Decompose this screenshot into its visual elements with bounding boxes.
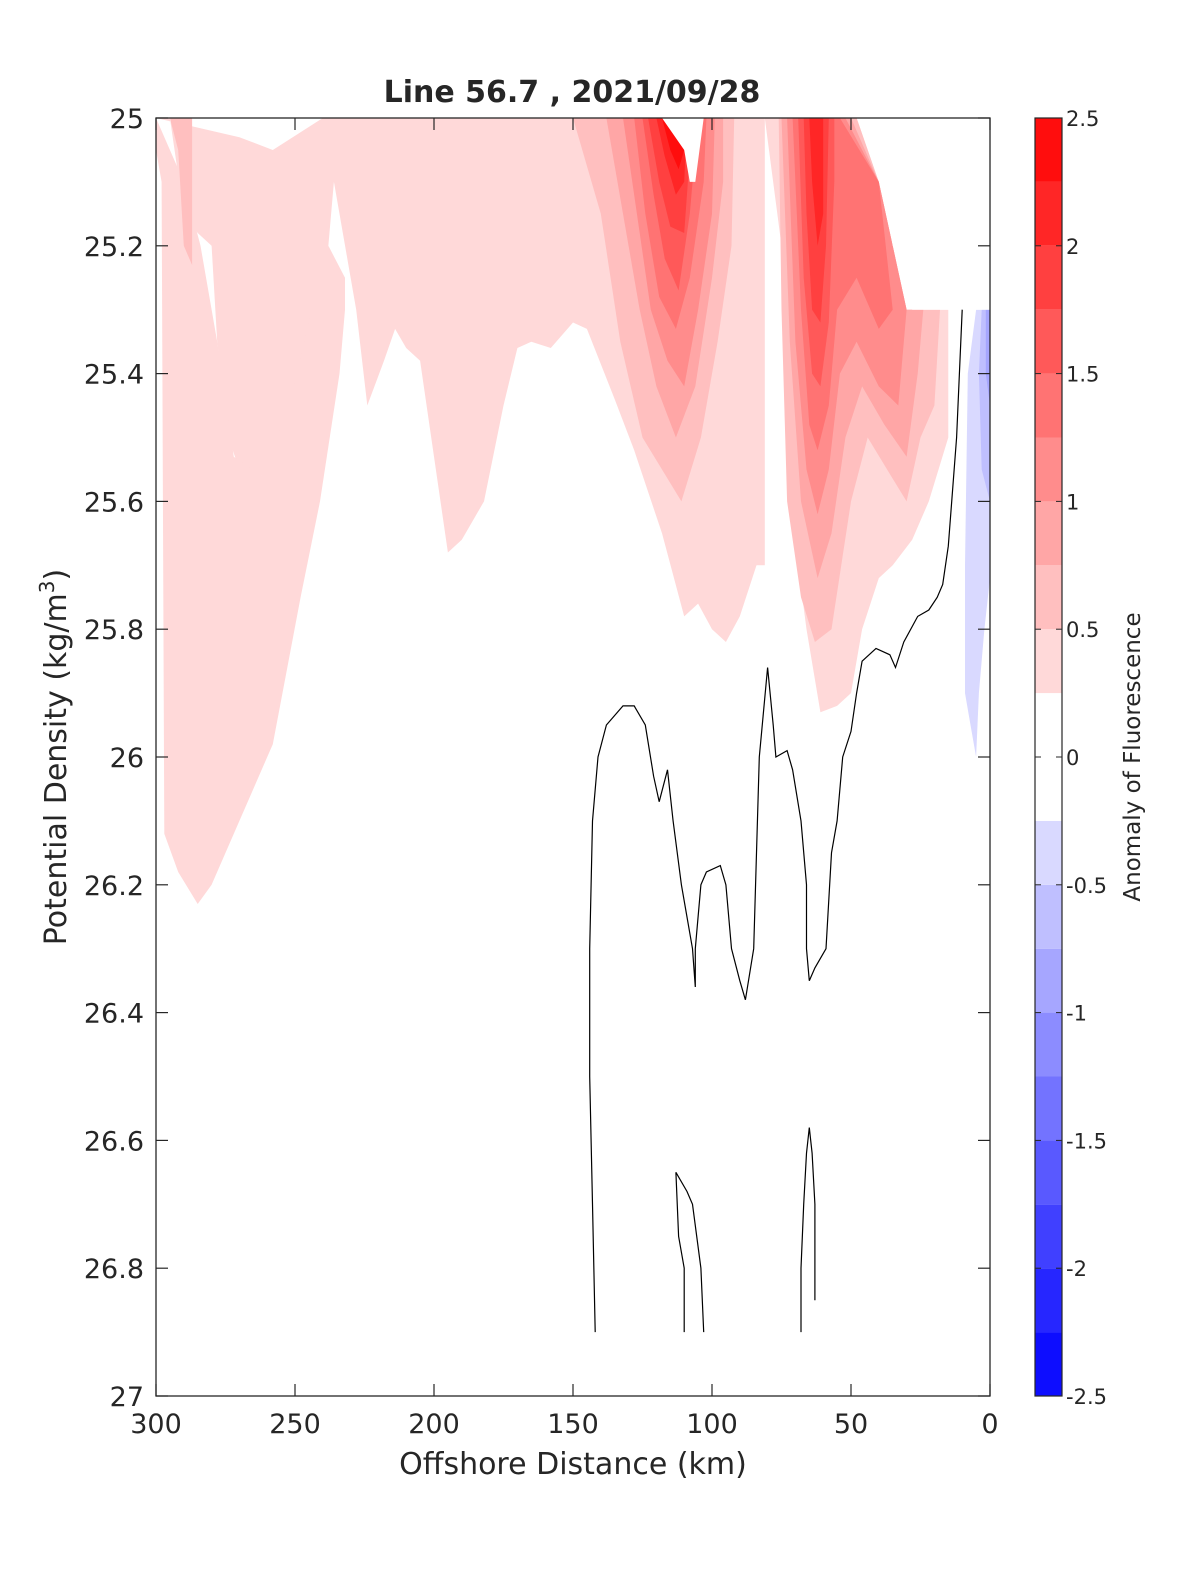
colorbar-tick-label: 0.5 — [1066, 618, 1099, 642]
contour-region-2 — [169, 118, 193, 265]
colorbar-tick-label: 2 — [1066, 235, 1079, 259]
colorbar-band — [1035, 565, 1062, 630]
y-axis-label-close: ) — [39, 569, 74, 581]
colorbar-label: Anomaly of Fluorescence — [1120, 612, 1146, 901]
x-tick-label: 200 — [408, 1409, 460, 1440]
colorbar-band — [1035, 181, 1062, 246]
y-tick-label: 26.2 — [84, 871, 144, 902]
x-tick-label: 150 — [547, 1409, 599, 1440]
colorbar-band — [1035, 309, 1062, 374]
x-axis: 300 250 200 150 100 50 0 — [130, 118, 999, 1440]
y-axis-label-main: Potential Density (kg/m — [39, 593, 74, 945]
y-tick-label: 25.6 — [84, 487, 144, 518]
colorbar-tick-label: -1 — [1066, 1002, 1087, 1026]
x-tick-label: 100 — [686, 1409, 738, 1440]
zero-contour-line-1 — [675, 1171, 705, 1333]
x-tick-label: 250 — [269, 1409, 321, 1440]
colorbar-tick-label: 1.5 — [1066, 363, 1099, 387]
y-tick-label: 25.2 — [84, 232, 144, 263]
contour-region-0 — [156, 118, 949, 713]
y-tick-label: 26.4 — [84, 999, 144, 1030]
x-tick-label: 50 — [834, 1409, 868, 1440]
zero-contour-line-0 — [589, 309, 963, 1333]
colorbar-band — [1035, 118, 1062, 182]
y-tick-label: 26.6 — [84, 1126, 144, 1157]
colorbar-tick-label: -2 — [1066, 1257, 1087, 1281]
colorbar-band — [1035, 501, 1062, 566]
contour-region-20 — [985, 309, 990, 406]
colorbar-band — [1035, 1204, 1062, 1269]
y-axis-label: Potential Density (kg/m3) — [35, 569, 74, 945]
colorbar-band — [1035, 245, 1062, 310]
colorbar: 2.5 2 1.5 1 0.5 0 -0.5 -1 -1.5 -2 -2.5 — [1034, 107, 1107, 1409]
y-tick-label: 27 — [110, 1382, 144, 1413]
x-axis-label: Offshore Distance (km) — [399, 1447, 747, 1482]
colorbar-band — [1035, 948, 1062, 1013]
colorbar-tick-label: 2.5 — [1066, 107, 1099, 131]
zero-contour-lines — [589, 309, 963, 1333]
y-tick-label: 25.4 — [84, 360, 144, 391]
colorbar-band — [1035, 373, 1062, 438]
y-axis-label-superscript: 3 — [35, 580, 59, 593]
no-data-region-0 — [350, 118, 990, 310]
y-tick-label: 26 — [110, 743, 144, 774]
y-tick-label: 25.8 — [84, 615, 144, 646]
contour-region-1 — [156, 118, 345, 904]
colorbar-band — [1035, 884, 1062, 949]
colorbar-tick-label: -2.5 — [1066, 1385, 1107, 1409]
colorbar-band — [1035, 629, 1062, 694]
chart-title: Line 56.7 , 2021/09/28 — [384, 75, 761, 110]
colorbar-band — [1035, 1140, 1062, 1205]
colorbar-band — [1035, 1332, 1062, 1396]
filled-contours — [156, 118, 990, 904]
y-axis: 25 25.2 25.4 25.6 25.8 26 26.2 26.4 26.6 26.8 27 — [84, 104, 990, 1413]
colorbar-tick-label: 1 — [1066, 490, 1079, 514]
y-tick-label: 25 — [110, 104, 144, 135]
colorbar-band — [1035, 1076, 1062, 1141]
colorbar-band — [1035, 1268, 1062, 1333]
contour-region-17 — [809, 118, 824, 246]
colorbar-band — [1035, 820, 1062, 885]
x-tick-label: 300 — [130, 1409, 182, 1440]
zero-contour-line-2 — [800, 1127, 816, 1333]
x-tick-label: 0 — [981, 1409, 998, 1440]
colorbar-tick-label: -0.5 — [1066, 874, 1107, 898]
colorbar-tick-label: -1.5 — [1066, 1129, 1107, 1153]
colorbar-band — [1035, 1012, 1062, 1077]
colorbar-band — [1035, 437, 1062, 502]
colorbar-tick-label: 0 — [1066, 746, 1079, 770]
y-tick-label: 26.8 — [84, 1254, 144, 1285]
plot-area: 300 250 200 150 100 50 0 2525.225.425.625.8262… — [84, 104, 999, 1440]
